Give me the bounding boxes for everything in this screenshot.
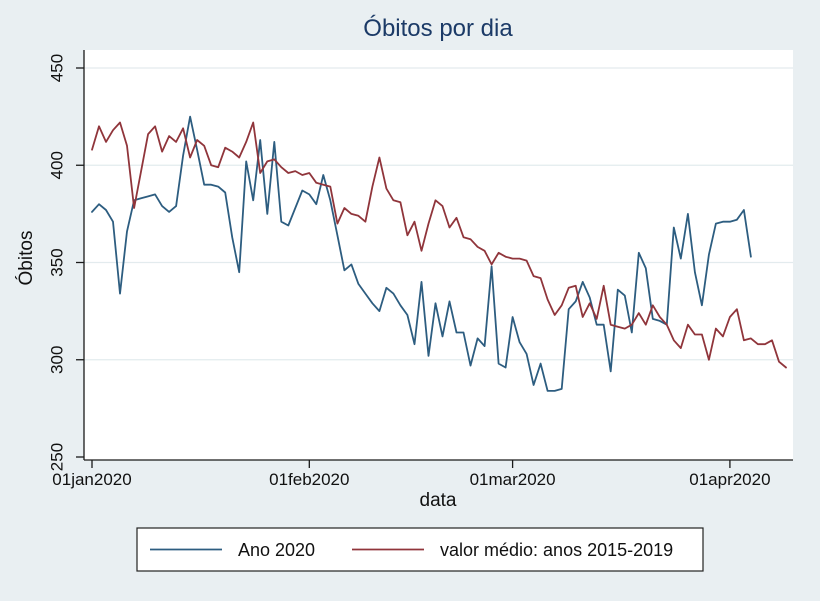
x-tick-label: 01feb2020 [269,470,349,489]
x-tick-label: 01mar2020 [470,470,556,489]
y-axis-title: Óbitos [15,231,37,286]
legend-label: valor médio: anos 2015-2019 [440,540,673,560]
y-tick-label: 300 [47,346,66,374]
gridlines [84,67,793,361]
legend-label: Ano 2020 [238,540,315,560]
x-axis-ticks: 01jan2020 01feb2020 01mar2020 01apr2020 [52,460,771,489]
y-tick-label: 350 [47,248,66,276]
series-line-ano-2020 [91,115,752,392]
legend: Ano 2020 valor médio: anos 2015-2019 [136,527,704,572]
chart-title: Óbitos por dia [363,15,513,42]
x-tick-label: 01apr2020 [689,470,770,489]
series-line-valor-m-dio-anos-2015-2019 [91,121,787,369]
axes [83,50,793,461]
x-axis-title: data [420,490,457,511]
y-tick-label: 400 [47,151,66,179]
y-tick-label: 450 [47,54,66,82]
y-tick-label: 250 [47,443,66,471]
series-lines [91,115,787,392]
y-axis-ticks: 250 300 350 400 450 [47,54,84,471]
x-tick-label: 01jan2020 [52,470,131,489]
plot-area [84,50,793,460]
